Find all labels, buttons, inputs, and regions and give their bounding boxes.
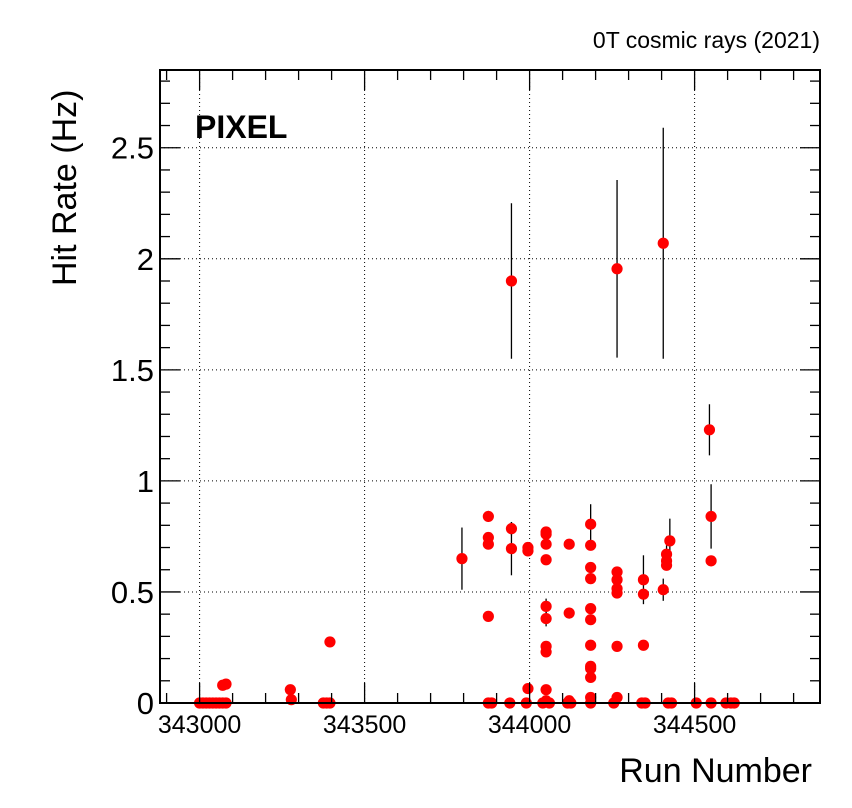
data-point [657, 584, 669, 596]
data-point [220, 678, 232, 690]
data-point [505, 275, 518, 287]
data-point [284, 684, 296, 696]
data-point [585, 518, 597, 530]
data-point [505, 543, 518, 555]
data-point [540, 646, 552, 658]
data-point [540, 613, 552, 625]
y-tick-label: 0.5 [111, 575, 154, 610]
data-point [664, 535, 676, 547]
data-point [611, 640, 623, 652]
data-point [482, 510, 494, 523]
data-point [585, 662, 597, 675]
data-point [611, 587, 623, 599]
y-tick-labels: 0 0.5 1 1.5 2 2.5 [111, 131, 154, 721]
grid-lines [160, 70, 820, 703]
data-point [703, 424, 716, 436]
x-tick-label: 344000 [488, 711, 571, 739]
data-point [522, 545, 534, 557]
data-point [540, 538, 552, 550]
error-bars [461, 127, 712, 650]
x-tick-label: 344500 [653, 711, 736, 739]
data-point [637, 574, 650, 586]
data-point [585, 671, 597, 684]
chart-title: 0T cosmic rays (2021) [593, 27, 820, 53]
detector-annotation: PIXEL [195, 109, 287, 145]
data-point [585, 561, 597, 574]
data-point [456, 553, 468, 565]
plot-frame [159, 69, 821, 704]
data-point [563, 538, 575, 550]
data-point [705, 510, 717, 523]
data-point [637, 588, 650, 600]
data-point [585, 539, 597, 551]
data-point [585, 603, 597, 615]
y-tick-label: 2.5 [111, 131, 154, 166]
data-point [611, 566, 623, 578]
data-point [611, 574, 623, 586]
y-tick-label: 1.5 [111, 353, 154, 388]
y-tick-label: 2 [137, 242, 154, 277]
data-point [540, 528, 552, 540]
data-point [522, 682, 534, 695]
data-point [705, 555, 717, 567]
axis-ticks [160, 70, 820, 704]
data-point [540, 600, 552, 612]
x-tick-labels: 343000 343500 344000 344500 [158, 711, 736, 739]
y-axis-label: Hit Rate (Hz) [46, 90, 84, 286]
data-point [637, 639, 650, 651]
data-point [585, 573, 597, 585]
data-point [660, 559, 673, 571]
x-tick-label: 343000 [158, 711, 241, 739]
data-point [324, 636, 336, 648]
data-point [540, 554, 552, 566]
data-point [611, 263, 623, 275]
data-point [482, 610, 494, 622]
data-point [585, 639, 597, 651]
y-tick-label: 0 [137, 686, 154, 721]
data-points [194, 237, 740, 709]
data-point [482, 538, 494, 550]
data-point [505, 523, 518, 535]
x-axis-label: Run Number [619, 752, 812, 790]
data-point [563, 607, 575, 619]
y-tick-label: 1 [137, 464, 154, 499]
x-tick-label: 343500 [323, 711, 406, 739]
data-point [657, 237, 669, 249]
data-point [540, 684, 552, 696]
data-point [585, 614, 597, 626]
